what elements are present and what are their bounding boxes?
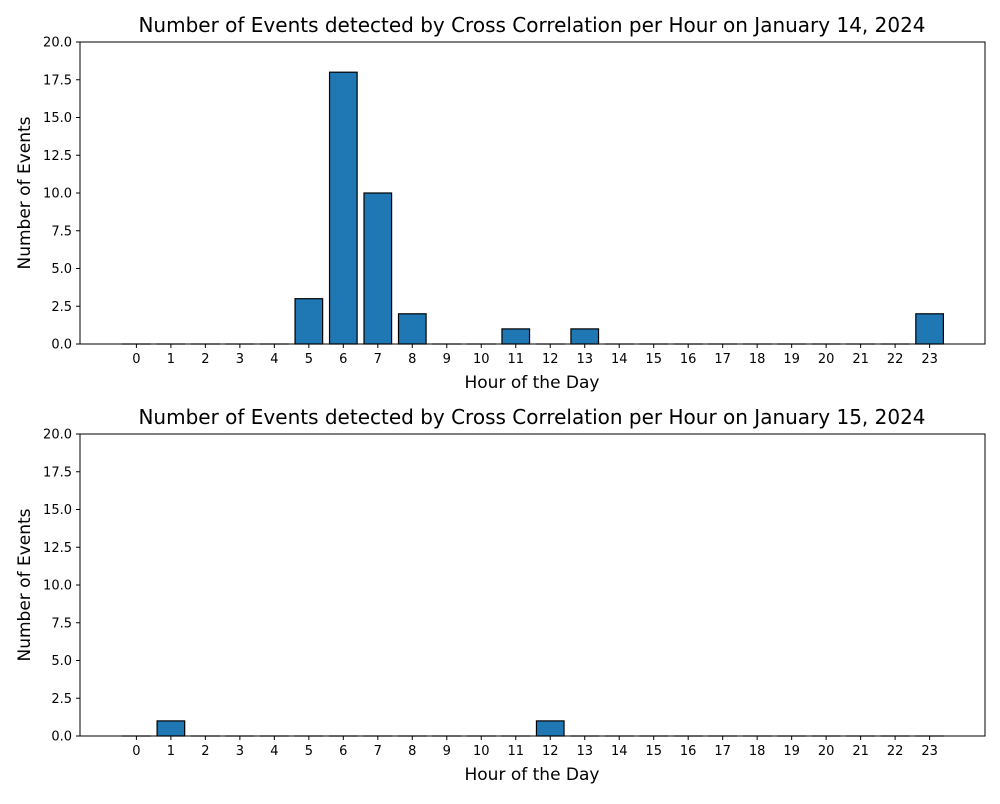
bar-hour-8 (399, 314, 427, 344)
x-tick-label: 6 (339, 744, 347, 759)
x-tick-label: 10 (473, 744, 490, 759)
x-tick-label: 5 (305, 744, 313, 759)
x-tick-label: 22 (887, 744, 904, 759)
chart-panel-jan-14: Number of Events detected by Cross Corre… (15, 13, 985, 393)
x-tick-label: 3 (236, 744, 244, 759)
x-tick-label: 20 (818, 744, 835, 759)
y-tick-label: 20.0 (43, 36, 72, 51)
y-tick-label: 0.0 (51, 338, 72, 353)
chart-title: Number of Events detected by Cross Corre… (138, 13, 925, 37)
y-tick-label: 20.0 (43, 428, 72, 443)
y-axis-ticks: 0.0 2.5 5.0 7.5 10.0 12.5 15.0 17.5 20.0 (43, 36, 80, 353)
x-tick-label: 8 (408, 744, 416, 759)
x-tick-label: 22 (887, 352, 904, 367)
y-axis-label: Number of Events (15, 508, 35, 661)
x-tick-label: 5 (305, 352, 313, 367)
x-tick-label: 19 (783, 744, 800, 759)
axes-frame (80, 42, 985, 344)
x-tick-label: 21 (852, 352, 869, 367)
chart-title: Number of Events detected by Cross Corre… (138, 405, 925, 429)
y-tick-label: 17.5 (43, 465, 72, 480)
x-tick-label: 15 (645, 744, 662, 759)
axes-frame (80, 434, 985, 736)
x-tick-label: 15 (645, 352, 662, 367)
bar-hour-6 (330, 72, 358, 344)
y-tick-label: 2.5 (51, 300, 72, 315)
x-tick-label: 8 (408, 352, 416, 367)
x-tick-label: 23 (921, 744, 938, 759)
bar-hour-5 (295, 299, 323, 344)
x-tick-label: 21 (852, 744, 869, 759)
bar-series (123, 72, 944, 344)
bar-hour-1 (157, 721, 185, 736)
x-tick-label: 4 (270, 744, 278, 759)
y-axis-ticks: 0.0 2.5 5.0 7.5 10.0 12.5 15.0 17.5 20.0 (43, 428, 80, 745)
bar-hour-11 (502, 329, 530, 344)
x-tick-label: 2 (201, 744, 209, 759)
x-tick-label: 18 (749, 744, 766, 759)
x-axis-label: Hour of the Day (464, 373, 599, 393)
y-tick-label: 2.5 (51, 692, 72, 707)
x-tick-label: 10 (473, 352, 490, 367)
y-tick-label: 7.5 (51, 224, 72, 239)
x-tick-label: 13 (576, 744, 593, 759)
y-tick-label: 15.0 (43, 111, 72, 126)
x-tick-label: 9 (443, 744, 451, 759)
x-tick-label: 14 (611, 744, 628, 759)
x-tick-label: 12 (542, 744, 559, 759)
x-tick-label: 16 (680, 744, 697, 759)
x-tick-label: 3 (236, 352, 244, 367)
x-tick-label: 9 (443, 352, 451, 367)
x-tick-label: 17 (714, 352, 731, 367)
y-tick-label: 15.0 (43, 503, 72, 518)
y-axis-label: Number of Events (15, 116, 35, 269)
y-tick-label: 7.5 (51, 616, 72, 631)
bar-hour-23 (916, 314, 944, 344)
y-tick-label: 10.0 (43, 187, 72, 202)
x-tick-label: 0 (132, 744, 140, 759)
bar-hour-12 (536, 721, 564, 736)
x-axis-label: Hour of the Day (464, 765, 599, 785)
y-tick-label: 17.5 (43, 73, 72, 88)
y-tick-label: 0.0 (51, 730, 72, 745)
y-tick-label: 12.5 (43, 149, 72, 164)
bar-hour-13 (571, 329, 599, 344)
y-tick-label: 5.0 (51, 654, 72, 669)
x-tick-label: 23 (921, 352, 938, 367)
x-tick-label: 1 (167, 352, 175, 367)
x-tick-label: 11 (507, 744, 524, 759)
x-tick-label: 7 (374, 352, 382, 367)
x-tick-label: 16 (680, 352, 697, 367)
x-tick-label: 13 (576, 352, 593, 367)
x-tick-label: 1 (167, 744, 175, 759)
x-tick-label: 14 (611, 352, 628, 367)
x-tick-label: 7 (374, 744, 382, 759)
chart-panel-jan-15: Number of Events detected by Cross Corre… (15, 405, 985, 785)
x-tick-label: 18 (749, 352, 766, 367)
y-tick-label: 5.0 (51, 262, 72, 277)
bar-series (123, 721, 944, 736)
x-tick-label: 12 (542, 352, 559, 367)
y-tick-label: 10.0 (43, 579, 72, 594)
x-tick-label: 20 (818, 352, 835, 367)
x-tick-label: 6 (339, 352, 347, 367)
x-tick-label: 2 (201, 352, 209, 367)
x-tick-label: 17 (714, 744, 731, 759)
bar-hour-7 (364, 193, 392, 344)
x-tick-label: 4 (270, 352, 278, 367)
x-tick-label: 11 (507, 352, 524, 367)
x-tick-label: 0 (132, 352, 140, 367)
x-tick-label: 19 (783, 352, 800, 367)
y-tick-label: 12.5 (43, 541, 72, 556)
